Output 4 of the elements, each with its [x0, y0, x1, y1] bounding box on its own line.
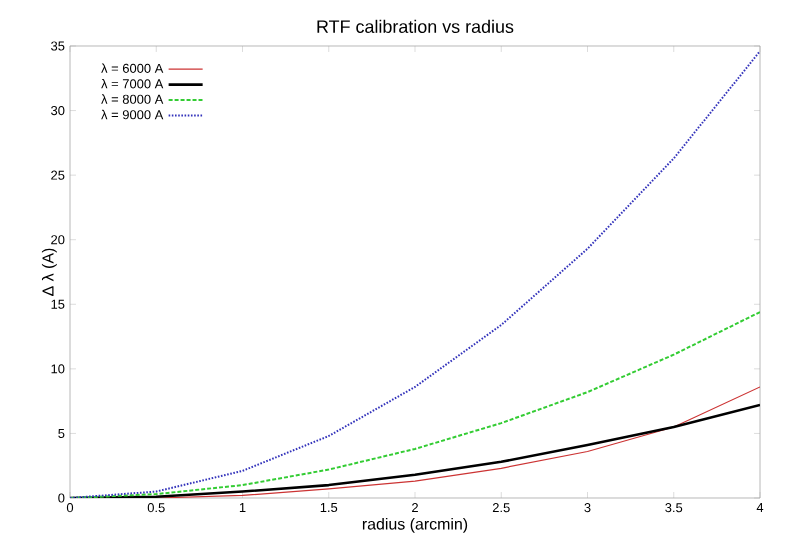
line-series — [70, 403, 760, 498]
line-series — [70, 311, 760, 498]
chart-title: RTF calibration vs radius — [317, 19, 514, 33]
line-series — [70, 50, 760, 498]
